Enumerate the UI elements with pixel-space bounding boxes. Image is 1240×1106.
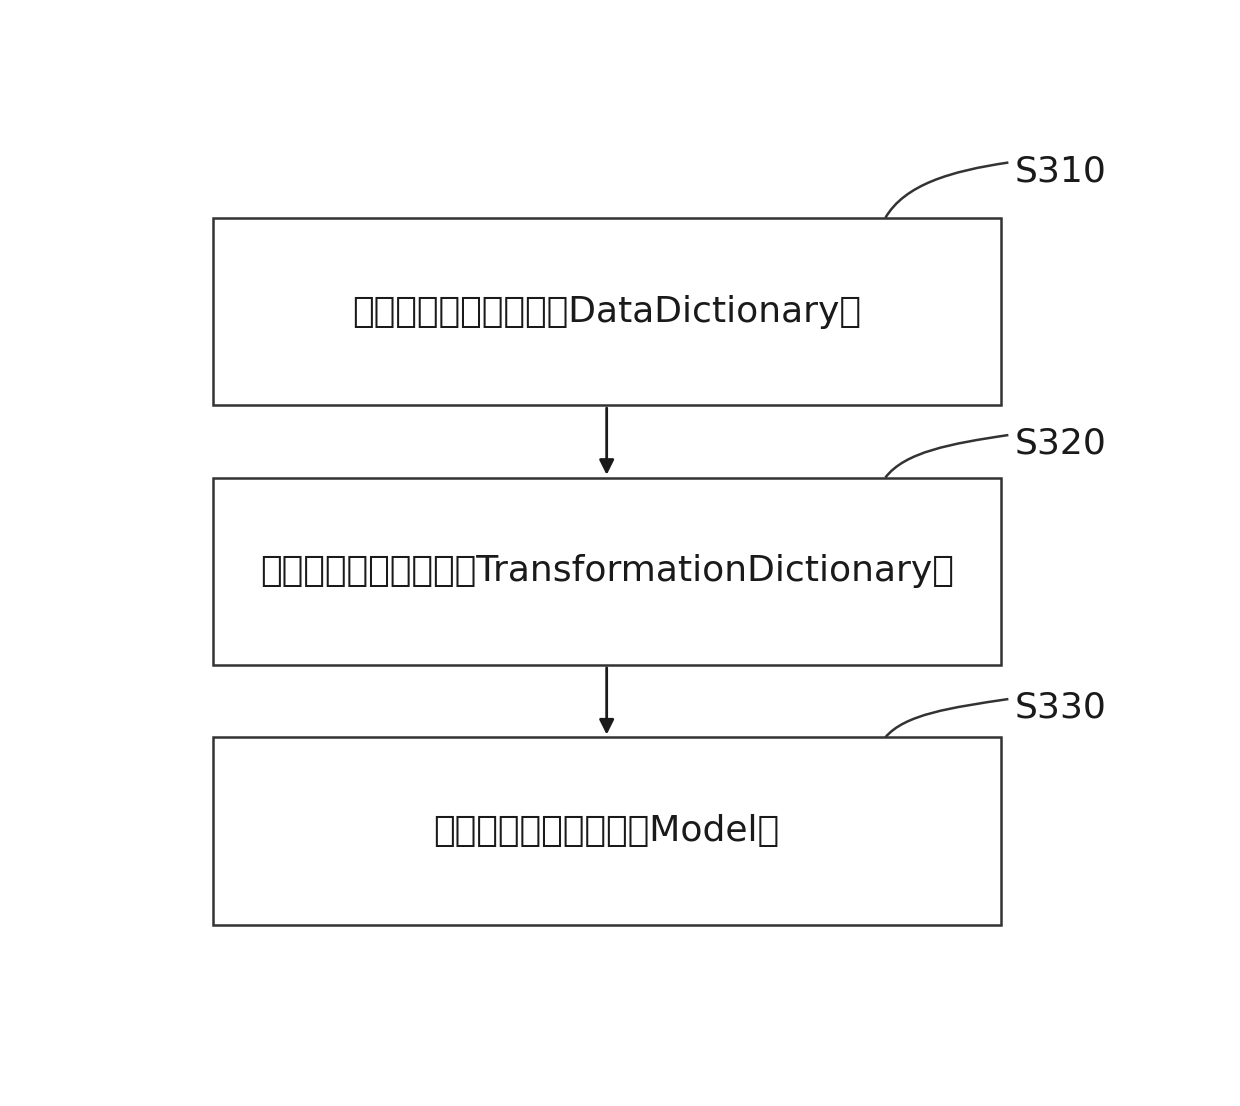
- Text: S320: S320: [1016, 427, 1107, 460]
- Text: 将模型信息节点解析成Model类: 将模型信息节点解析成Model类: [434, 814, 780, 848]
- Text: 将数据字典节点解析成DataDictionary类: 将数据字典节点解析成DataDictionary类: [352, 294, 861, 328]
- Bar: [213, 218, 1001, 405]
- Text: S330: S330: [1016, 690, 1107, 724]
- Bar: [213, 478, 1001, 665]
- Text: 将转换字典节点解析成TransformationDictionary类: 将转换字典节点解析成TransformationDictionary类: [259, 554, 954, 588]
- Text: S310: S310: [1016, 154, 1107, 188]
- Bar: [213, 738, 1001, 925]
